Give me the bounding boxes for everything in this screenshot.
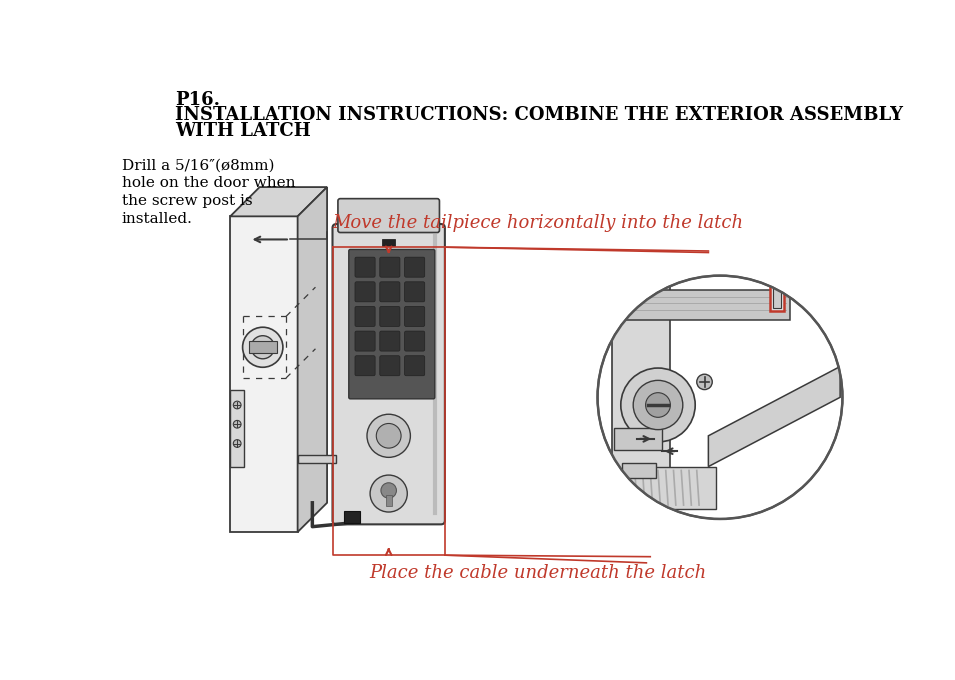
FancyBboxPatch shape	[349, 250, 435, 399]
Bar	[344, 511, 360, 523]
Text: Drill a 5/16″(ø8mm): Drill a 5/16″(ø8mm)	[121, 158, 274, 173]
Ellipse shape	[251, 336, 274, 359]
Circle shape	[233, 440, 241, 447]
FancyBboxPatch shape	[355, 282, 375, 302]
Text: the screw post is: the screw post is	[121, 194, 252, 208]
FancyBboxPatch shape	[380, 257, 400, 277]
Text: WITH LATCH: WITH LATCH	[175, 122, 311, 139]
Bar	[249, 341, 277, 354]
FancyBboxPatch shape	[332, 224, 445, 524]
FancyBboxPatch shape	[355, 257, 375, 277]
Bar	[622, 463, 656, 478]
Text: Place the cable underneath the latch: Place the cable underneath the latch	[370, 564, 707, 582]
Circle shape	[633, 380, 683, 430]
FancyBboxPatch shape	[338, 199, 439, 233]
Circle shape	[233, 401, 241, 409]
Polygon shape	[230, 187, 327, 216]
FancyBboxPatch shape	[380, 356, 400, 376]
Ellipse shape	[243, 327, 283, 367]
Bar	[298, 455, 336, 463]
Circle shape	[697, 374, 712, 390]
Bar	[774, 286, 781, 308]
Circle shape	[621, 368, 695, 442]
Bar	[230, 390, 244, 466]
Text: INSTALLATION INSTRUCTIONS: COMBINE THE EXTERIOR ASSEMBLY: INSTALLATION INSTRUCTIONS: COMBINE THE E…	[175, 106, 903, 124]
FancyBboxPatch shape	[380, 307, 400, 326]
Circle shape	[646, 392, 670, 418]
FancyBboxPatch shape	[355, 331, 375, 351]
Circle shape	[233, 420, 241, 428]
Polygon shape	[709, 367, 840, 466]
Circle shape	[371, 475, 407, 512]
FancyBboxPatch shape	[405, 356, 425, 376]
Bar	[386, 495, 392, 506]
Bar	[623, 466, 716, 509]
FancyBboxPatch shape	[355, 307, 375, 326]
FancyBboxPatch shape	[380, 282, 400, 302]
Bar	[611, 290, 790, 320]
Text: installed.: installed.	[121, 211, 193, 226]
FancyBboxPatch shape	[355, 356, 375, 376]
Circle shape	[381, 483, 396, 498]
Circle shape	[367, 414, 411, 458]
Bar	[771, 284, 784, 311]
FancyBboxPatch shape	[380, 331, 400, 351]
FancyBboxPatch shape	[405, 331, 425, 351]
Bar	[614, 428, 662, 449]
Bar	[611, 282, 669, 520]
Text: P16.: P16.	[175, 91, 221, 109]
Circle shape	[598, 275, 842, 519]
Text: hole on the door when: hole on the door when	[121, 176, 295, 190]
Circle shape	[376, 424, 401, 448]
FancyBboxPatch shape	[405, 282, 425, 302]
Text: Move the tailpiece horizontally into the latch: Move the tailpiece horizontally into the…	[332, 214, 743, 232]
FancyBboxPatch shape	[405, 257, 425, 277]
Bar	[383, 239, 394, 245]
FancyBboxPatch shape	[405, 307, 425, 326]
Polygon shape	[230, 216, 298, 532]
Polygon shape	[298, 187, 327, 532]
